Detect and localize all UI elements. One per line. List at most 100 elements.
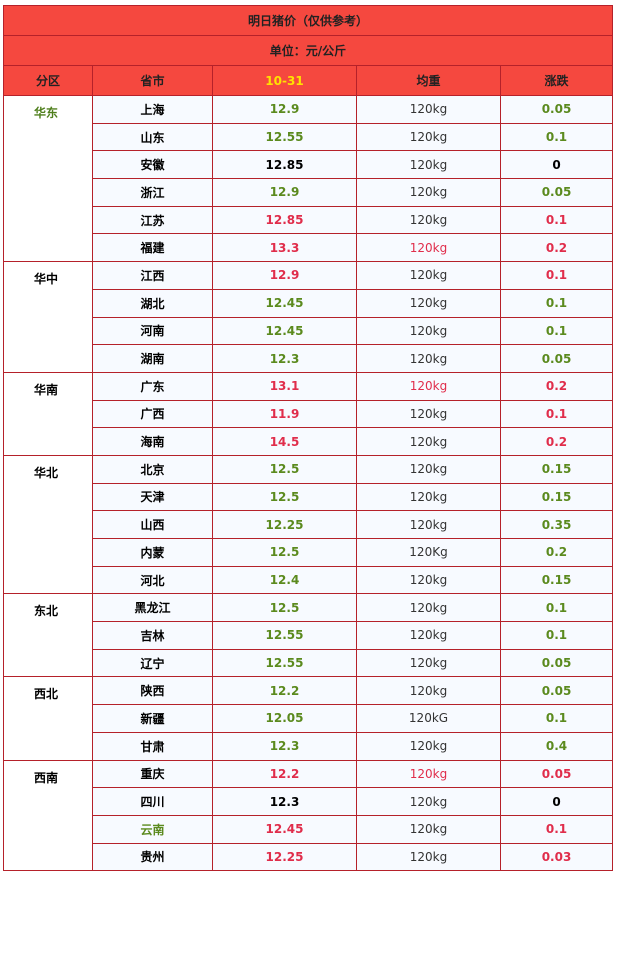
change: 0.05 <box>500 178 613 207</box>
price: 12.25 <box>212 510 357 539</box>
weight: 120kg <box>356 261 501 290</box>
province: 河北 <box>92 565 213 595</box>
weight: 120Kg <box>356 538 501 567</box>
price: 12.55 <box>212 621 357 650</box>
table-row: 云南 12.45 120kg 0.1 <box>4 814 613 844</box>
change: 0.2 <box>500 371 613 401</box>
region: 东北 <box>3 593 93 678</box>
change: 0.35 <box>500 510 613 539</box>
province: 陕西 <box>92 676 213 706</box>
province: 新疆 <box>92 704 213 733</box>
price: 11.9 <box>212 399 357 429</box>
region: 西南 <box>3 759 93 872</box>
table-row: 山东 12.55 120kg 0.1 <box>4 122 613 152</box>
price: 12.3 <box>212 731 357 761</box>
price: 12.5 <box>212 538 357 567</box>
change: 0.1 <box>500 288 613 318</box>
weight: 120kg <box>356 814 501 844</box>
table-row: 新疆 12.05 120kG 0.1 <box>4 704 613 733</box>
table-row: 浙江 12.9 120kg 0.05 <box>4 178 613 207</box>
table-row: 江苏 12.85 120kg 0.1 <box>4 205 613 235</box>
region: 华南 <box>3 371 93 456</box>
weight: 120kG <box>356 704 501 733</box>
price: 12.85 <box>212 205 357 235</box>
weight: 120kg <box>356 178 501 207</box>
table-row: 西南 重庆 12.2 120kg 0.05 <box>3 759 613 872</box>
table-row: 华北 北京 12.5 120kg 0.15 <box>3 454 613 595</box>
price: 12.85 <box>212 150 357 180</box>
change: 0 <box>500 150 613 180</box>
price: 12.5 <box>212 482 357 512</box>
province: 辽宁 <box>92 648 213 678</box>
column-header: 分区 <box>3 65 93 96</box>
weight: 120kg <box>356 676 501 706</box>
weight: 120kg <box>356 648 501 678</box>
table-row: 福建 13.3 120kg 0.2 <box>4 233 613 263</box>
weight: 120kg <box>356 205 501 235</box>
table-row: 湖南 12.3 120kg 0.05 <box>4 344 613 373</box>
change: 0.2 <box>500 538 613 567</box>
column-header: 10-31 <box>212 65 357 96</box>
price: 12.45 <box>212 288 357 318</box>
price: 12.45 <box>212 814 357 844</box>
price: 12.05 <box>212 704 357 733</box>
weight: 120kg <box>356 427 501 456</box>
weight: 120kg <box>356 150 501 180</box>
change: 0.03 <box>500 842 613 872</box>
table-row: 甘肃 12.3 120kg 0.4 <box>4 731 613 761</box>
region: 华北 <box>3 454 93 595</box>
column-header: 省市 <box>92 65 213 96</box>
weight: 120kg <box>356 316 501 346</box>
weight: 120kg <box>356 233 501 263</box>
change: 0.05 <box>500 759 613 789</box>
region: 华中 <box>3 261 93 373</box>
weight: 120kg <box>356 288 501 318</box>
table-row: 吉林 12.55 120kg 0.1 <box>4 621 613 650</box>
table-row: 辽宁 12.55 120kg 0.05 <box>4 648 613 678</box>
change: 0.4 <box>500 731 613 761</box>
province: 河南 <box>92 316 213 346</box>
table-unit: 单位：元/公斤 <box>3 35 613 66</box>
weight: 120kg <box>356 565 501 595</box>
column-header: 涨跌 <box>500 65 613 96</box>
table-row: 河北 12.4 120kg 0.15 <box>4 565 613 595</box>
province: 江西 <box>92 261 213 290</box>
column-header: 均重 <box>356 65 501 96</box>
province: 湖南 <box>92 344 213 373</box>
change: 0.05 <box>500 676 613 706</box>
table-row: 河南 12.45 120kg 0.1 <box>4 316 613 346</box>
change: 0 <box>500 787 613 816</box>
price-table-container: 明日猪价（仅供参考） 单位：元/公斤 分区 省市 10-31 均重 涨跌 华东上… <box>3 5 613 872</box>
change: 0.2 <box>500 233 613 263</box>
province: 广西 <box>92 399 213 429</box>
change: 0.1 <box>500 261 613 290</box>
price: 12.3 <box>212 787 357 816</box>
weight: 120kg <box>356 510 501 539</box>
weight: 120kg <box>356 621 501 650</box>
price: 12.9 <box>212 95 357 124</box>
price: 14.5 <box>212 427 357 456</box>
province: 山西 <box>92 510 213 539</box>
price: 13.1 <box>212 371 357 401</box>
change: 0.1 <box>500 593 613 623</box>
table-row: 东北 黑龙江 12.5 120kg 0.1 <box>3 593 613 678</box>
table-row: 华东 上海 12.9 120kg 0.05 <box>3 94 613 263</box>
price: 12.55 <box>212 648 357 678</box>
province: 江苏 <box>92 205 213 235</box>
province: 黑龙江 <box>92 593 213 623</box>
change: 0.05 <box>500 344 613 373</box>
table-row: 贵州 12.25 120kg 0.03 <box>4 842 613 872</box>
change: 0.1 <box>500 399 613 429</box>
table-row: 广西 11.9 120kg 0.1 <box>4 399 613 429</box>
weight: 120kg <box>356 842 501 872</box>
province: 甘肃 <box>92 731 213 761</box>
province: 安徽 <box>92 150 213 180</box>
price: 12.2 <box>212 676 357 706</box>
change: 0.1 <box>500 205 613 235</box>
weight: 120kg <box>356 95 501 124</box>
table-row: 华中 江西 12.9 120kg 0.1 <box>3 261 613 373</box>
province: 天津 <box>92 482 213 512</box>
weight: 120kg <box>356 399 501 429</box>
price: 12.2 <box>212 759 357 789</box>
